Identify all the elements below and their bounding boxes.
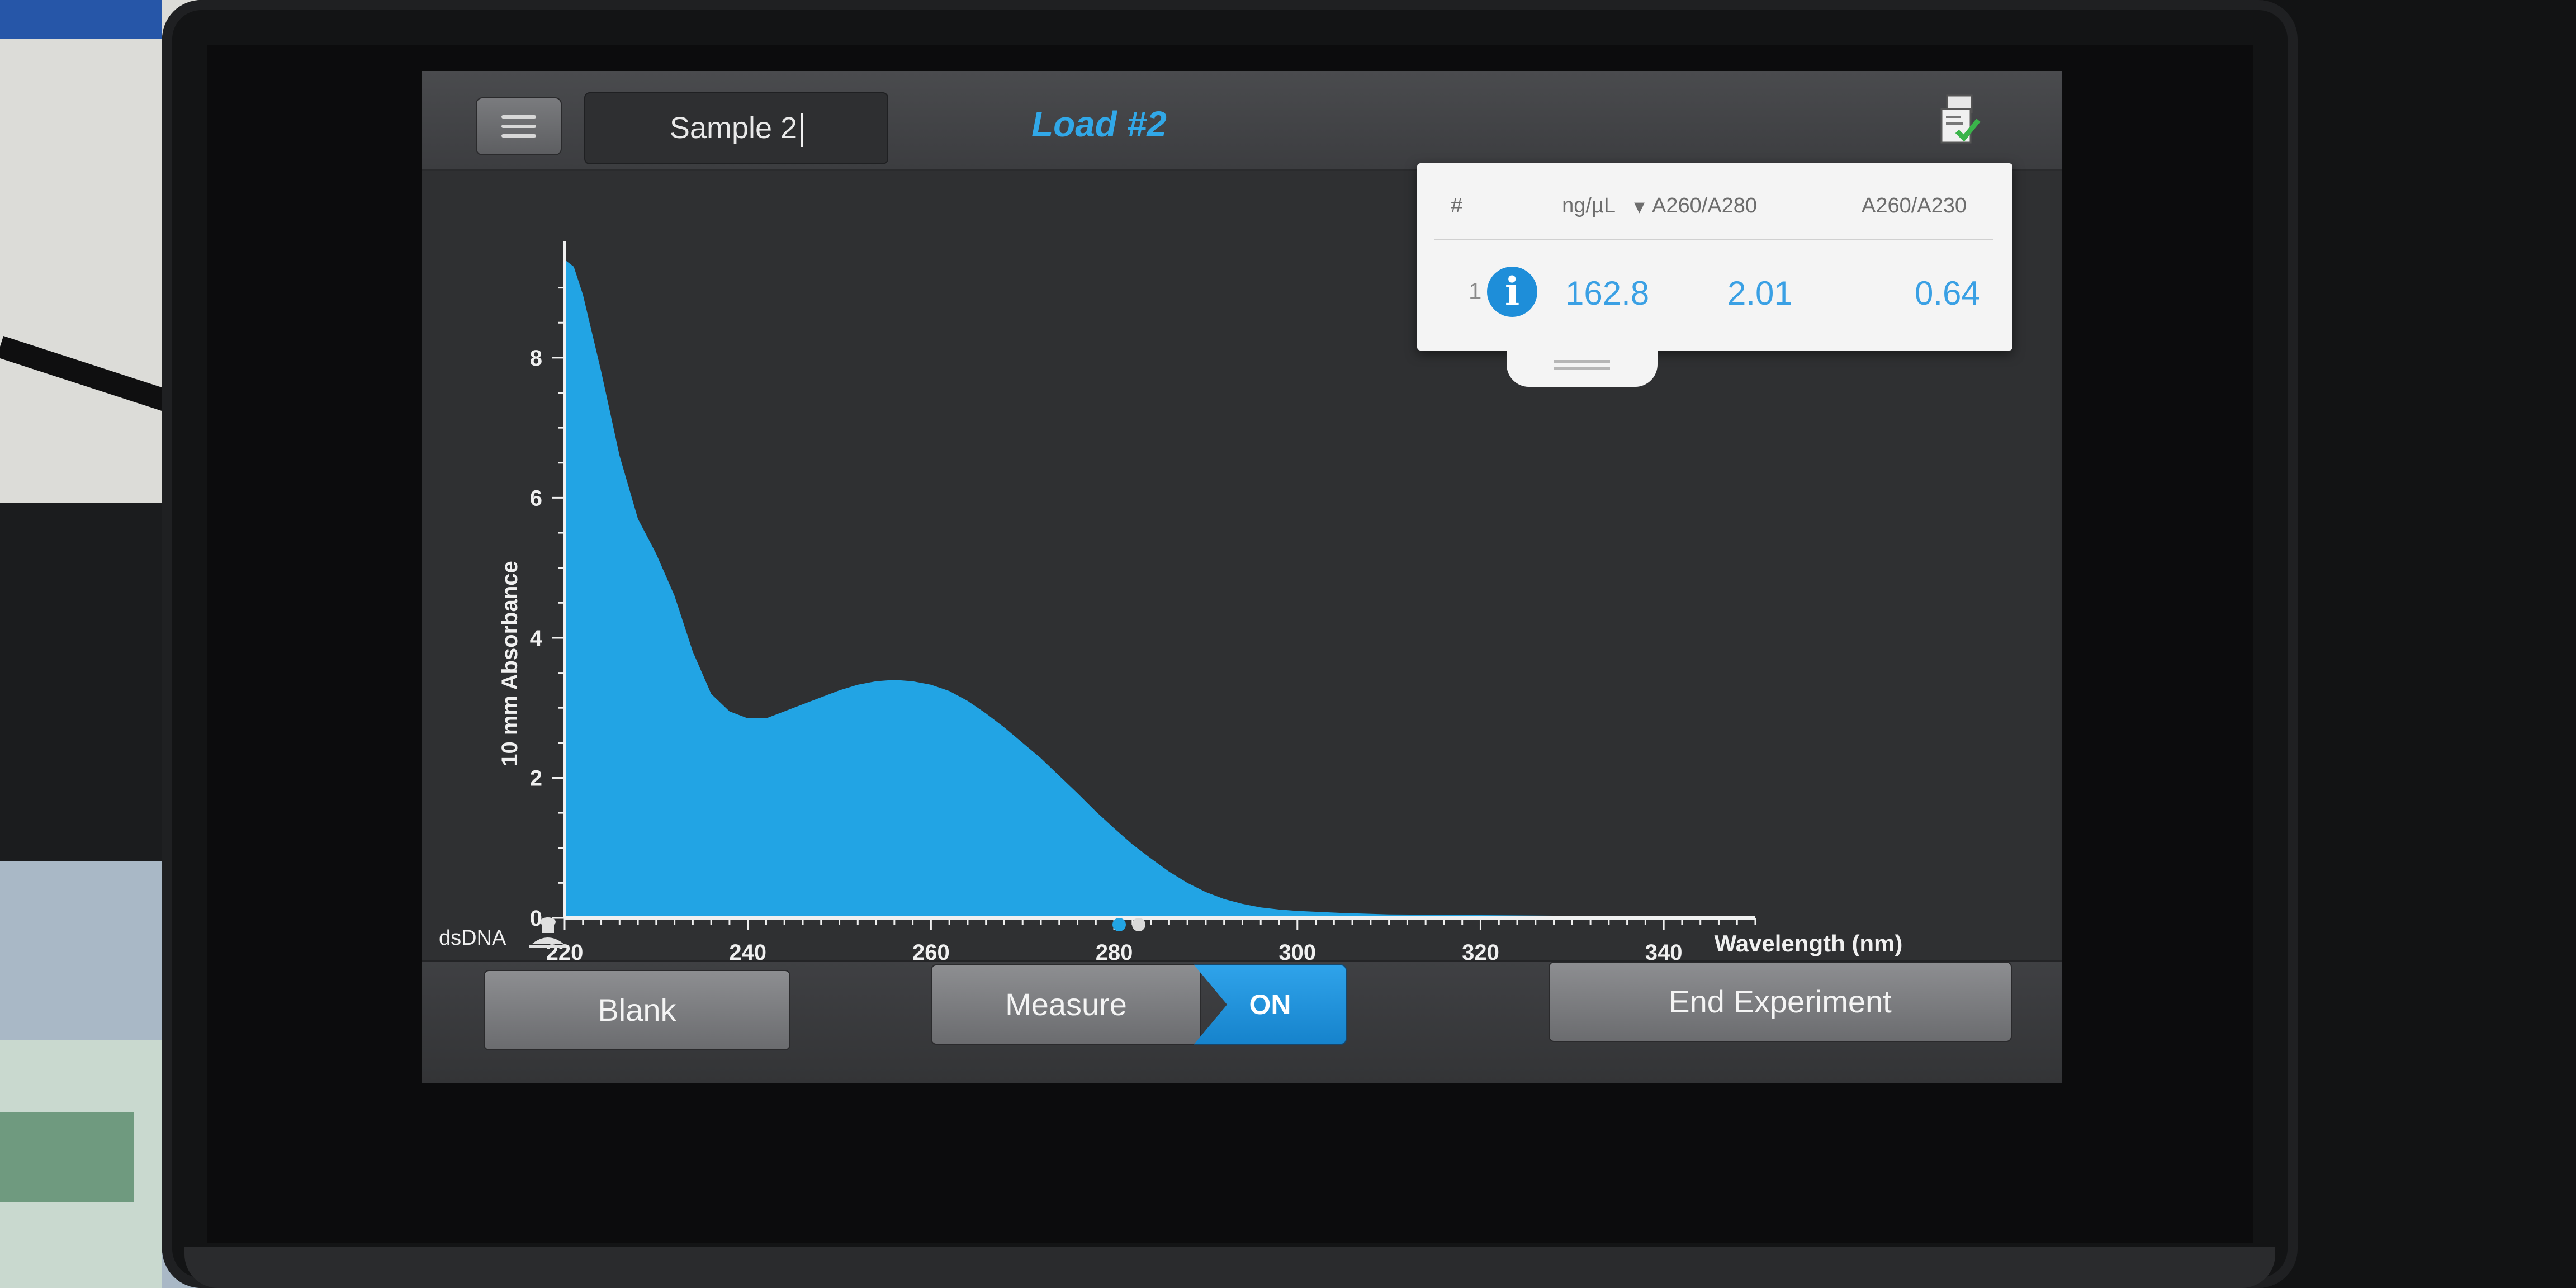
y-tick-label: 4: [530, 626, 543, 651]
device-screen: Sample 2 Load #2 220 240 260 280 300 320 340 0 2…: [422, 71, 2062, 1083]
concentration-value: 162.8: [1565, 274, 1650, 312]
results-popover: # ng/µL ▾ A260/A280 A260/A230 1 i 162.8 …: [1417, 163, 2012, 351]
blank-button[interactable]: Blank: [484, 970, 790, 1050]
background-box-band: [0, 1112, 134, 1202]
column-header-concentration[interactable]: ng/µL: [1562, 194, 1616, 217]
menu-button[interactable]: [476, 97, 562, 155]
sample-name-field[interactable]: Sample 2: [584, 92, 888, 164]
column-header-a260-a280[interactable]: A260/A280: [1652, 194, 1758, 217]
x-tick-label: 300: [1278, 940, 1316, 960]
results-popover-handle[interactable]: [1507, 348, 1658, 387]
measure-on-indicator[interactable]: ON: [1194, 964, 1347, 1045]
text-cursor: [801, 113, 803, 147]
x-tick-label: 240: [729, 940, 766, 960]
background-right: [2263, 0, 2576, 1288]
info-icon[interactable]: i: [1487, 267, 1537, 317]
a260-a280-value: 2.01: [1727, 274, 1793, 312]
load-title: Load #2: [1031, 104, 1167, 144]
sort-indicator-icon: ▾: [1634, 195, 1645, 219]
bottom-bar: Blank Measure ON End Experiment: [422, 960, 2062, 1083]
y-tick-label: 6: [530, 486, 542, 510]
report-check-icon[interactable]: [1937, 92, 1982, 148]
column-header-index: #: [1451, 194, 1463, 217]
y-axis-label: 10 mm Absorbance: [498, 561, 522, 766]
measure-toggle[interactable]: Measure ON: [931, 964, 1347, 1045]
x-tick-label: 280: [1096, 940, 1133, 960]
device-bezel-lip: [184, 1247, 2275, 1288]
x-axis-label: Wavelength (nm): [1715, 930, 1903, 956]
page-dot[interactable]: [1132, 918, 1145, 931]
page-dot-active[interactable]: [1112, 918, 1126, 931]
pedestal-icon: [529, 917, 566, 948]
y-tick-label: 2: [530, 766, 542, 790]
y-tick-label: 8: [530, 346, 542, 371]
header-divider: [1434, 239, 1993, 240]
row-index: 1: [1469, 278, 1482, 304]
x-tick-label: 260: [912, 940, 950, 960]
x-tick-label: 320: [1462, 940, 1499, 960]
x-tick-label: 340: [1645, 940, 1683, 960]
a260-a230-value: 0.64: [1915, 274, 1980, 312]
top-bar: Sample 2 Load #2: [422, 71, 2062, 171]
y-tick-label: 0: [530, 906, 542, 931]
sample-name-text: Sample 2: [669, 111, 798, 145]
end-experiment-button[interactable]: End Experiment: [1549, 962, 2012, 1042]
mode-label: dsDNA: [439, 926, 506, 950]
absorbance-area: [565, 259, 1755, 918]
measure-button[interactable]: Measure: [931, 964, 1201, 1045]
column-header-a260-a230[interactable]: A260/A230: [1862, 194, 1967, 217]
background-blue-object: [0, 0, 162, 39]
